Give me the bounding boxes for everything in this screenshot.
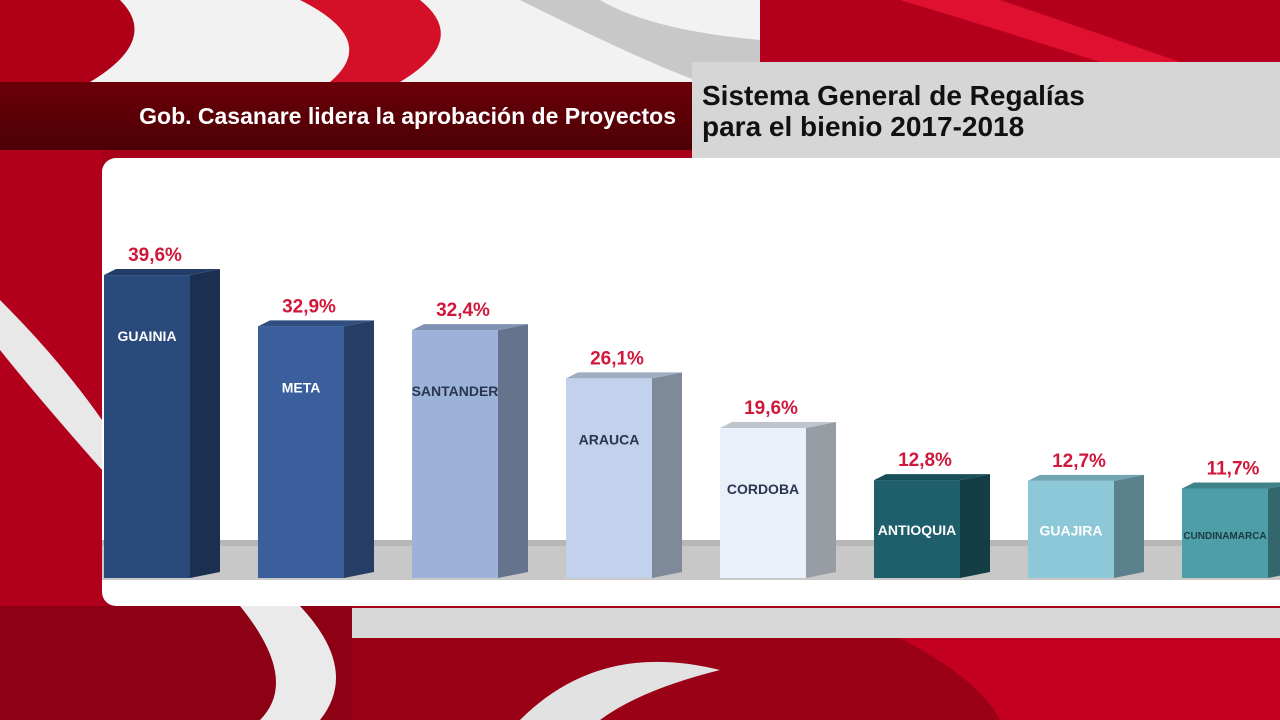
category-label: SANTANDER	[412, 383, 499, 399]
data-label: 12,8%	[898, 450, 952, 471]
title-panel: Sistema General de Regalías para el bien…	[692, 62, 1280, 158]
bar-side	[1114, 474, 1144, 578]
category-label: GUAJIRA	[1039, 522, 1102, 538]
headline-text: Gob. Casanare lidera la aprobación de Pr…	[139, 102, 676, 129]
category-label: GUAINIA	[117, 328, 176, 344]
data-label: 26,1%	[590, 348, 644, 369]
bar-side	[652, 372, 682, 578]
chart-floor-edge	[102, 540, 1280, 546]
headline-bar: Gob. Casanare lidera la aprobación de Pr…	[0, 82, 692, 150]
bar-top	[1028, 474, 1144, 481]
bar-chart: 39,6% GUAINIA 32,9% META 32,4% SANTANDER 26,1%…	[102, 245, 1280, 580]
data-label: 19,6%	[744, 398, 798, 419]
bar-top	[104, 269, 220, 276]
bar	[874, 480, 960, 578]
category-label: CORDOBA	[727, 481, 799, 497]
category-label: CUNDINAMARCA	[1183, 531, 1266, 542]
data-label: 32,9%	[282, 296, 336, 317]
bar-top	[1182, 482, 1280, 489]
bar	[104, 275, 190, 578]
bar	[566, 378, 652, 578]
chart-panel: 39,6% GUAINIA 32,9% META 32,4% SANTANDER 26,1%…	[102, 158, 1280, 606]
panel-title-line-1: Sistema General de Regalías	[702, 80, 1085, 111]
bar-side	[960, 474, 990, 578]
bar-top	[720, 422, 836, 429]
data-label: 32,4%	[436, 300, 490, 321]
bar	[720, 428, 806, 578]
bar-side	[344, 320, 374, 578]
category-label: ANTIOQUIA	[878, 522, 957, 538]
bar	[1182, 488, 1268, 578]
bar-side	[190, 269, 220, 578]
data-label: 39,6%	[128, 245, 182, 266]
bar	[1028, 480, 1114, 578]
bar	[412, 330, 498, 578]
lower-strip	[352, 608, 1280, 638]
data-label: 11,7%	[1207, 458, 1260, 479]
bar-top	[258, 320, 374, 327]
panel-title-line-2: para el bienio 2017-2018	[702, 111, 1025, 142]
bar-side	[1268, 486, 1280, 578]
bar-top	[566, 372, 682, 379]
bar-top	[412, 324, 528, 331]
data-label: 12,7%	[1052, 451, 1106, 472]
category-label: ARAUCA	[579, 431, 640, 447]
bar-side	[806, 422, 836, 578]
category-label: META	[282, 379, 321, 395]
bar	[258, 326, 344, 578]
bar-top	[874, 474, 990, 481]
bar-side	[498, 324, 528, 578]
